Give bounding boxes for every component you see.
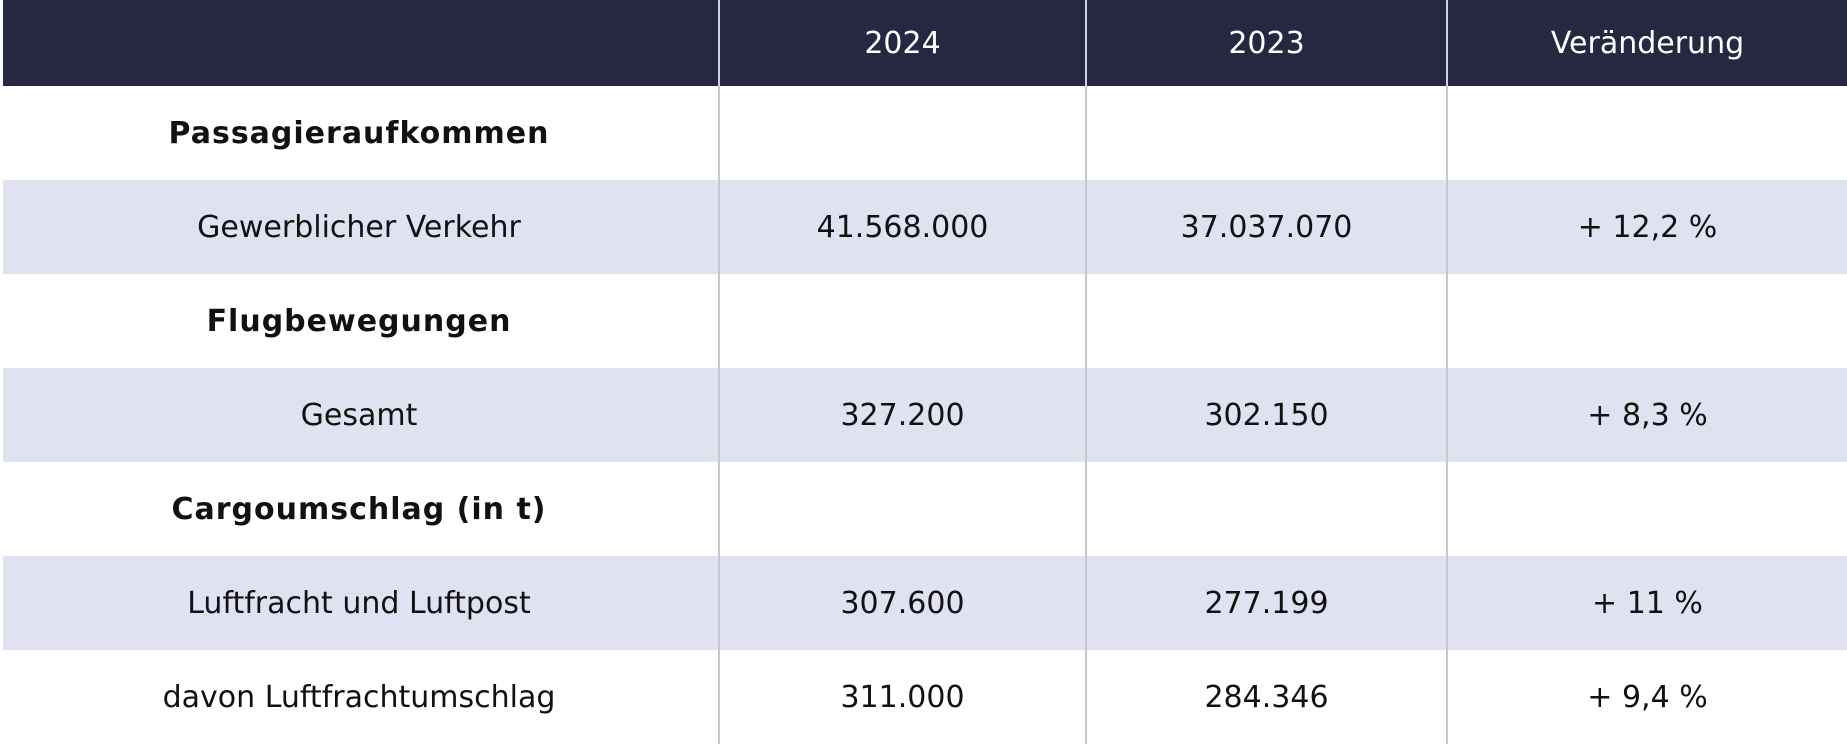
- row-label: Gewerblicher Verkehr: [0, 180, 719, 274]
- row-value-2024: 307.600: [718, 556, 1086, 650]
- table-row-section-passengers: Passagieraufkommen: [0, 86, 1847, 180]
- row-change: + 11 %: [1446, 556, 1847, 650]
- row-value-2023: [1085, 86, 1447, 180]
- header-year-2024: 2024: [718, 0, 1086, 86]
- header-change: Veränderung: [1446, 0, 1847, 86]
- row-change: [1446, 462, 1847, 556]
- row-value-2024: 41.568.000: [718, 180, 1086, 274]
- row-value-2024: 311.000: [718, 650, 1086, 744]
- row-value-2023: [1085, 462, 1447, 556]
- header-label-column: [0, 0, 719, 86]
- table-row-commercial-traffic: Gewerblicher Verkehr 41.568.000 37.037.0…: [0, 180, 1847, 274]
- left-edge-strip: [0, 0, 3, 730]
- row-value-2023: [1085, 274, 1447, 368]
- row-value-2023: 302.150: [1085, 368, 1447, 462]
- table-row-airfreight-airmail: Luftfracht und Luftpost 307.600 277.199 …: [0, 556, 1847, 650]
- table-row-airfreight-handling: davon Luftfrachtumschlag 311.000 284.346…: [0, 650, 1847, 744]
- table-header-row: 2024 2023 Veränderung: [0, 0, 1847, 86]
- row-value-2024: 327.200: [718, 368, 1086, 462]
- row-label: Cargoumschlag (in t): [171, 491, 547, 527]
- row-change: [1446, 274, 1847, 368]
- header-year-2023: 2023: [1085, 0, 1447, 86]
- row-label: davon Luftfrachtumschlag: [162, 679, 556, 715]
- table-row-total: Gesamt 327.200 302.150 + 8,3 %: [0, 368, 1847, 462]
- row-value-2024: [718, 274, 1086, 368]
- row-value-2023: 284.346: [1085, 650, 1447, 744]
- row-label: Flugbewegungen: [206, 303, 512, 339]
- row-change: + 9,4 %: [1446, 650, 1847, 744]
- row-change: [1446, 86, 1847, 180]
- row-change: + 12,2 %: [1446, 180, 1847, 274]
- row-value-2023: 277.199: [1085, 556, 1447, 650]
- row-label: Luftfracht und Luftpost: [0, 556, 719, 650]
- table-row-section-flight-movements: Flugbewegungen: [0, 274, 1847, 368]
- row-label: Gesamt: [0, 368, 719, 462]
- row-value-2023: 37.037.070: [1085, 180, 1447, 274]
- row-value-2024: [718, 462, 1086, 556]
- row-label: Passagieraufkommen: [168, 115, 550, 151]
- table-row-section-cargo: Cargoumschlag (in t): [0, 462, 1847, 556]
- row-value-2024: [718, 86, 1086, 180]
- row-change: + 8,3 %: [1446, 368, 1847, 462]
